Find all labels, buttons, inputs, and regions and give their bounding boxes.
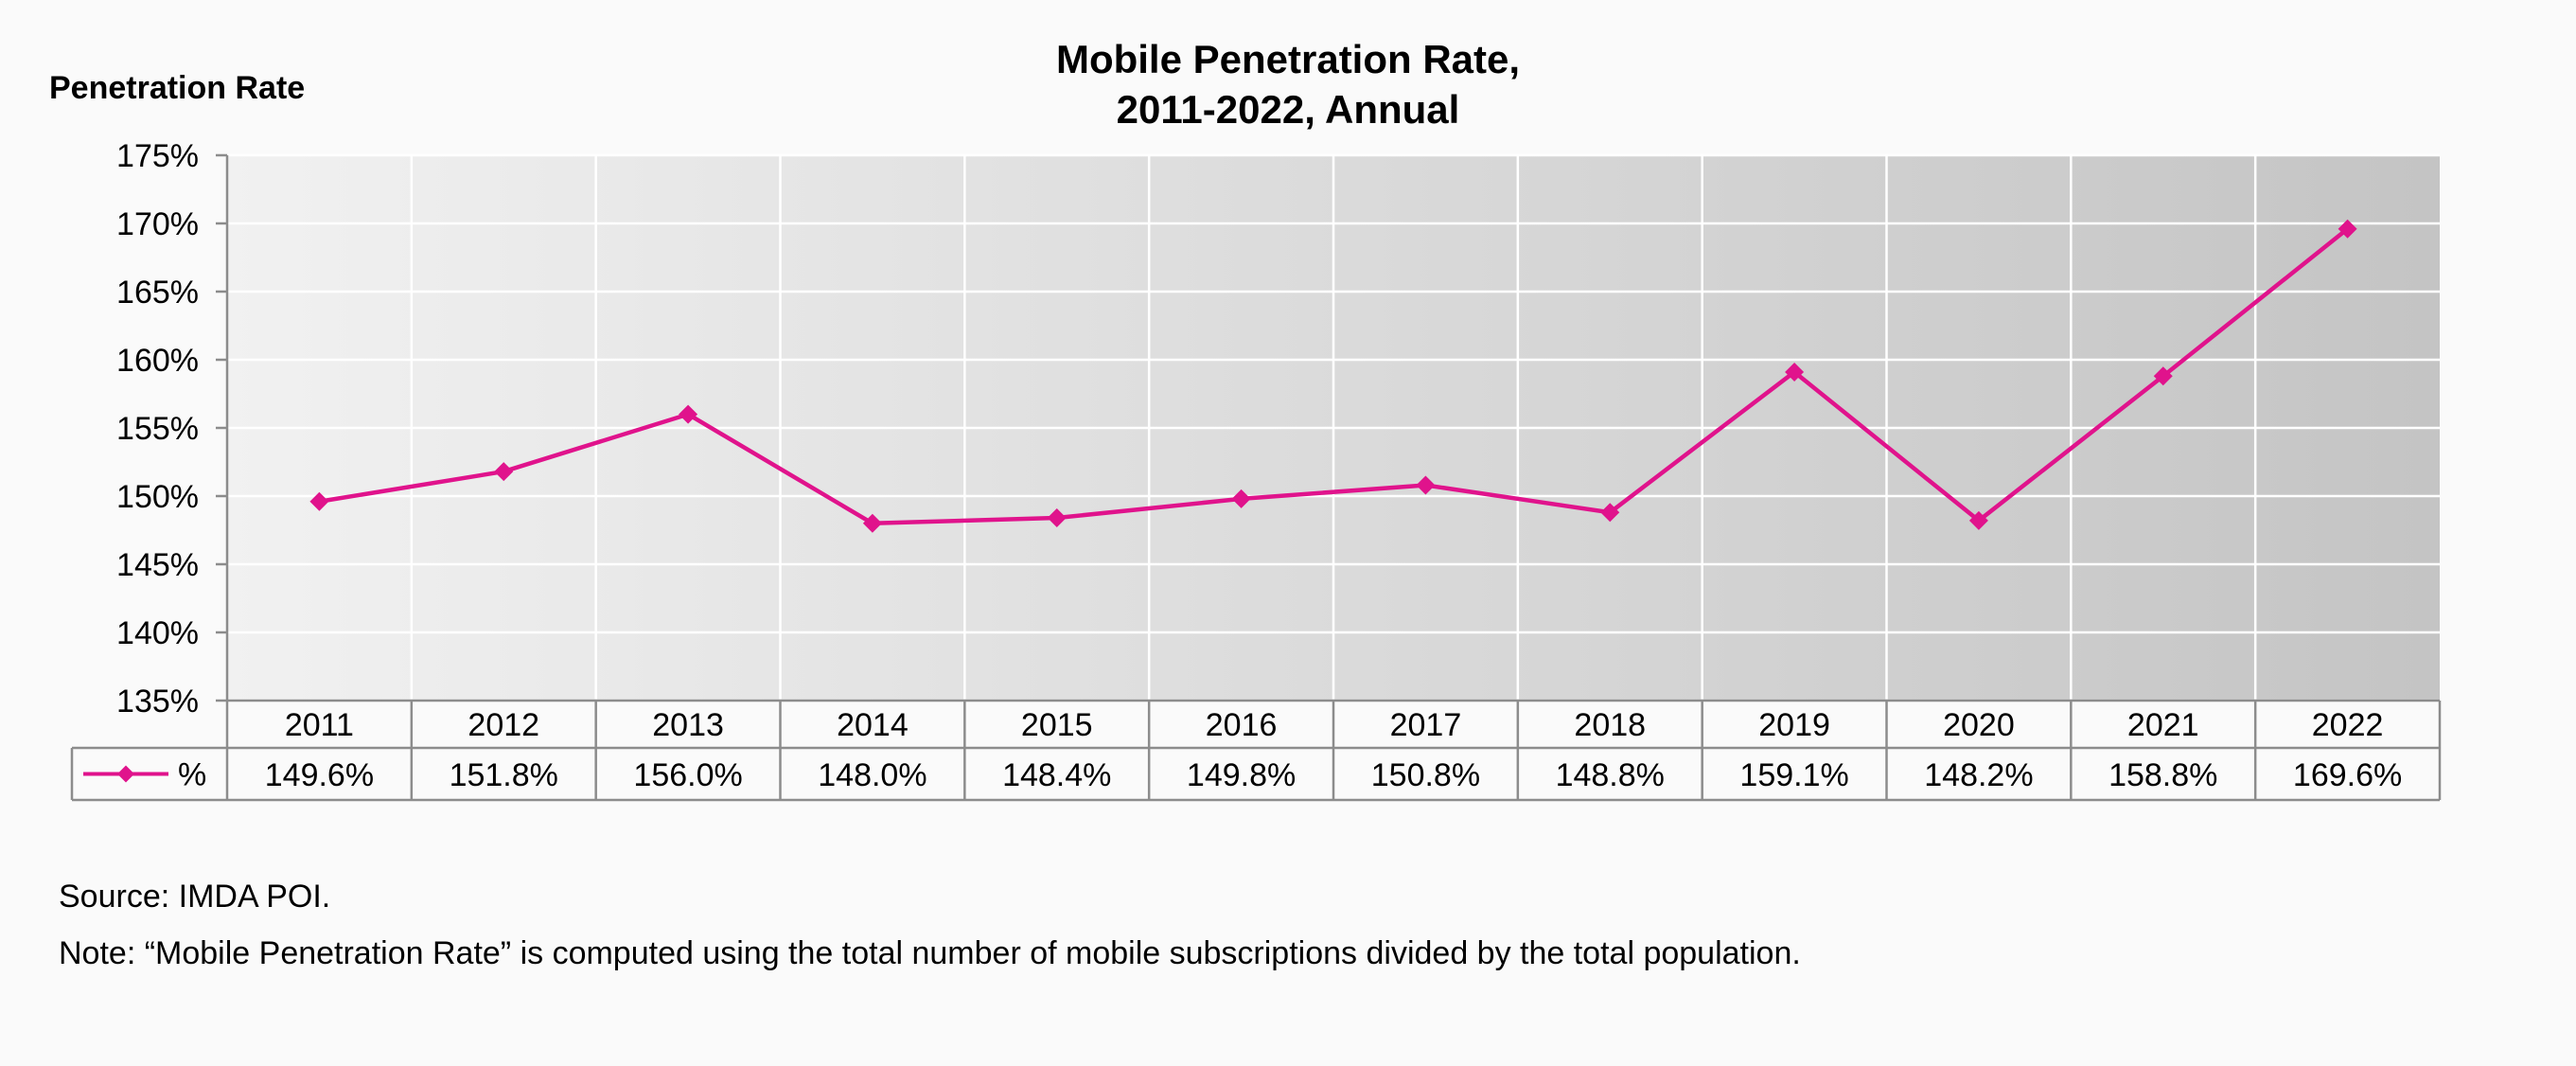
x-tick-label: 2012 <box>468 707 539 743</box>
legend-marker <box>117 765 134 783</box>
y-tick-label: 175% <box>116 138 199 174</box>
data-label: 148.0% <box>818 757 926 793</box>
data-point <box>2153 366 2173 386</box>
x-tick-label: 2020 <box>1943 707 2015 743</box>
data-point <box>494 462 514 482</box>
data-label: 148.8% <box>1556 757 1665 793</box>
data-label: 150.8% <box>1371 757 1480 793</box>
y-tick-label: 140% <box>116 615 199 651</box>
data-point <box>1231 489 1251 508</box>
y-axis: 135% 140% 145% 150% 155% 160% 165% 170% 175% <box>116 138 229 720</box>
x-tick-label: 2011 <box>285 707 354 743</box>
data-label: 169.6% <box>2293 757 2402 793</box>
x-tick-label: 2021 <box>2127 707 2199 743</box>
source-note: Source: IMDA POI. <box>59 879 331 915</box>
y-tick-label: 155% <box>116 411 199 447</box>
data-label: 149.6% <box>265 757 374 793</box>
y-tick-label: 160% <box>116 343 199 379</box>
data-label: 148.4% <box>1002 757 1111 793</box>
data-point <box>309 491 329 511</box>
chart-title-line-2: 2011-2022, Annual <box>1117 87 1460 132</box>
definition-note: Note: “Mobile Penetration Rate” is compu… <box>59 935 1801 971</box>
grid <box>227 153 2440 702</box>
y-tick-label: 150% <box>116 479 199 515</box>
data-point <box>1785 362 1805 382</box>
y-tick-label: 145% <box>116 547 199 583</box>
data-point <box>2338 219 2357 239</box>
data-point <box>1968 510 1988 530</box>
y-tick-label: 170% <box>116 206 199 242</box>
data-label: 148.2% <box>1924 757 2033 793</box>
x-tick-label: 2022 <box>2312 707 2384 743</box>
chart-title-line-1: Mobile Penetration Rate, <box>1056 37 1520 81</box>
legend-label: % <box>178 757 206 793</box>
y-axis-label: Penetration Rate <box>49 70 305 106</box>
data-point <box>1047 508 1067 528</box>
data-label: 158.8% <box>2108 757 2217 793</box>
x-tick-label: 2015 <box>1021 707 1093 743</box>
data-label: 149.8% <box>1187 757 1296 793</box>
data-point <box>1416 475 1436 495</box>
series-line <box>319 227 2349 526</box>
x-tick-label: 2014 <box>837 707 909 743</box>
data-table: 2011 149.6% 2012 151.8% 2013 156.0% 2014 148.0%… <box>70 699 2442 802</box>
data-label: 156.0% <box>633 757 742 793</box>
x-tick-label: 2018 <box>1574 707 1646 743</box>
x-tick-label: 2019 <box>1758 707 1830 743</box>
data-point <box>679 404 698 424</box>
x-tick-label: 2013 <box>652 707 724 743</box>
data-point <box>1600 503 1620 523</box>
y-tick-label: 165% <box>116 275 199 311</box>
x-tick-label: 2017 <box>1390 707 1462 743</box>
series-layer <box>309 219 2357 533</box>
data-label: 151.8% <box>450 757 558 793</box>
x-tick-label: 2016 <box>1206 707 1278 743</box>
data-label: 159.1% <box>1739 757 1848 793</box>
data-point <box>862 513 882 533</box>
y-tick-label: 135% <box>116 684 199 720</box>
